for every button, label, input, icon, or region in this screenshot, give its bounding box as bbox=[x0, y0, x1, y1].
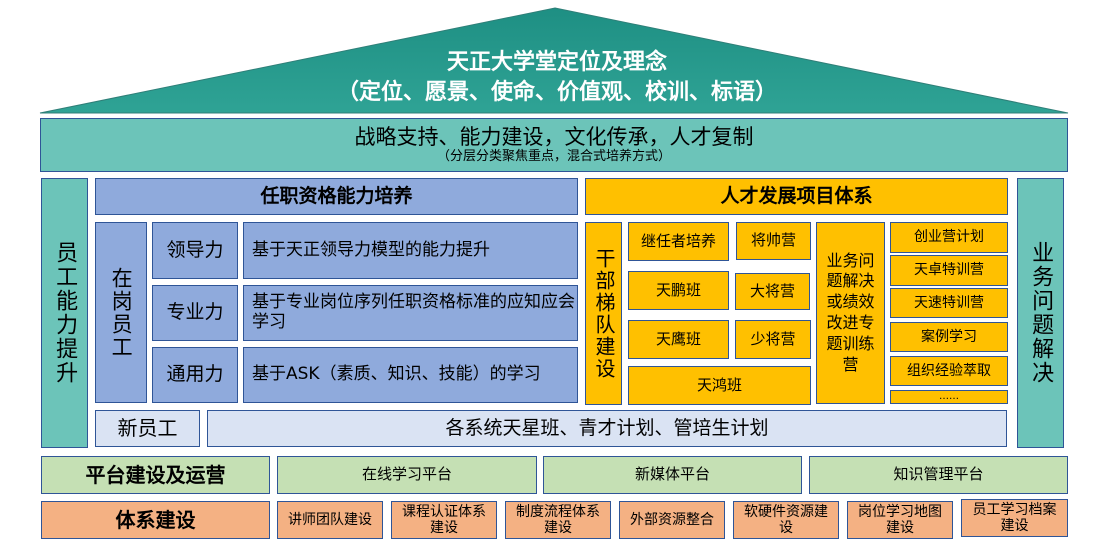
system-item: 课程认证体系建设 bbox=[391, 501, 497, 539]
camp-item: …… bbox=[890, 390, 1008, 404]
roof bbox=[39, 7, 1069, 114]
platform-item: 知识管理平台 bbox=[809, 456, 1068, 494]
platform-item: 在线学习平台 bbox=[277, 456, 537, 494]
camp-item: 组织经验萃取 bbox=[890, 356, 1008, 386]
on-job-staff: 在岗员工 bbox=[95, 222, 147, 403]
roof-subtitle: （定位、愿景、使命、价值观、校训、标语） bbox=[336, 80, 777, 105]
class-item: 大将营 bbox=[735, 273, 810, 310]
system-item: 讲师团队建设 bbox=[277, 501, 383, 539]
row-desc: 基于专业岗位序列任职资格标准的应知应会学习 bbox=[243, 285, 578, 341]
cadre-building: 干部梯队建设 bbox=[585, 222, 622, 405]
class-item: 少将营 bbox=[735, 320, 811, 359]
system-item: 员工学习档案建设 bbox=[961, 499, 1068, 537]
system-item: 外部资源整合 bbox=[619, 501, 725, 539]
camp-item: 天速特训营 bbox=[890, 288, 1008, 318]
class-item: 天鸿班 bbox=[628, 366, 811, 405]
platform-label: 平台建设及运营 bbox=[41, 456, 270, 494]
system-item: 软硬件资源建设 bbox=[733, 501, 839, 539]
system-label: 体系建设 bbox=[41, 501, 270, 539]
talent-header: 人才发展项目体系 bbox=[585, 178, 1008, 215]
business-camp: 业务问题解决或绩效改进专题训练营 bbox=[816, 222, 885, 404]
left-pillar: 员工能力提升 bbox=[41, 178, 88, 448]
qualification-header: 任职资格能力培养 bbox=[95, 178, 578, 215]
roof-title: 天正大学堂定位及理念 bbox=[446, 50, 667, 75]
class-item: 继任者培养 bbox=[628, 222, 729, 261]
camp-item: 天卓特训营 bbox=[890, 255, 1008, 286]
class-item: 将帅营 bbox=[736, 222, 811, 260]
new-staff: 新员工 bbox=[95, 410, 200, 447]
class-item: 天鹏班 bbox=[628, 271, 729, 310]
row-desc: 基于天正领导力模型的能力提升 bbox=[243, 222, 578, 279]
strategy-bar: 战略支持、能力建设，文化传承，人才复制 （分层分类聚焦重点，混合式培养方式） bbox=[40, 118, 1068, 172]
system-item: 制度流程体系建设 bbox=[505, 501, 611, 539]
camp-item: 创业营计划 bbox=[890, 222, 1008, 253]
strategy-title: 战略支持、能力建设，文化传承，人才复制 bbox=[354, 125, 754, 150]
row-label: 领导力 bbox=[152, 222, 238, 279]
row-desc: 基于ASK（素质、知识、技能）的学习 bbox=[243, 347, 578, 403]
camp-item: 案例学习 bbox=[890, 322, 1008, 352]
platform-item: 新媒体平台 bbox=[543, 456, 802, 494]
right-pillar: 业务问题解决 bbox=[1017, 178, 1064, 448]
system-item: 岗位学习地图建设 bbox=[847, 501, 953, 539]
strategy-subtitle: （分层分类聚焦重点，混合式培养方式） bbox=[436, 148, 671, 164]
row-label: 专业力 bbox=[152, 285, 238, 341]
class-item: 天鹰班 bbox=[628, 320, 729, 359]
new-staff-programs: 各系统天星班、青才计划、管培生计划 bbox=[207, 410, 1007, 447]
row-label: 通用力 bbox=[152, 347, 238, 403]
